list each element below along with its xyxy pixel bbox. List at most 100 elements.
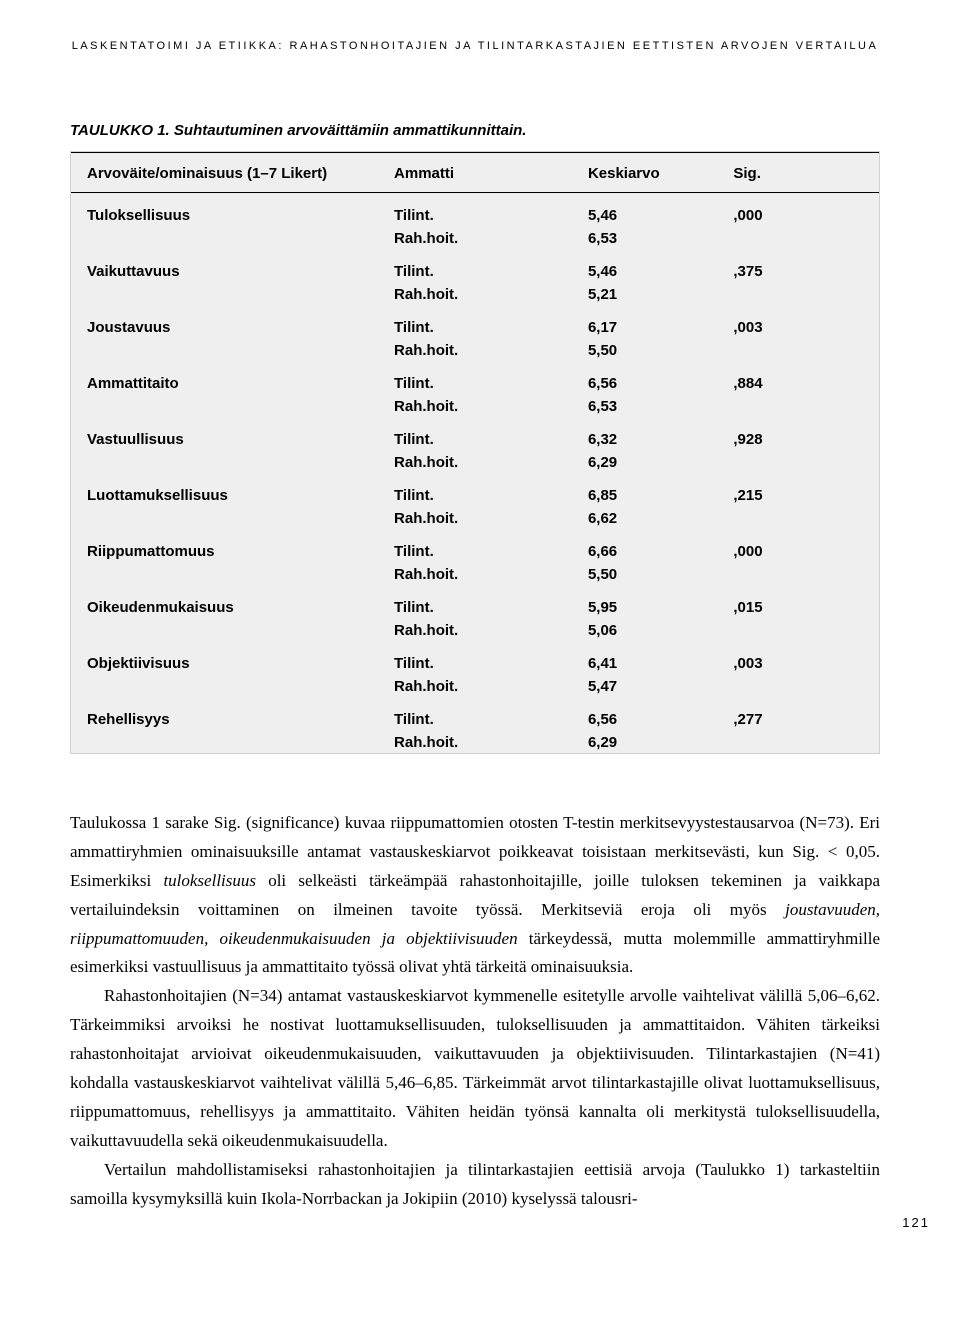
cell-mean: 6,29	[572, 731, 717, 753]
cell-attr: Luottamuksellisuus	[71, 473, 378, 507]
th-sig: Sig.	[717, 153, 879, 193]
table-row: Rah.hoit.6,53	[71, 227, 879, 249]
cell-attr: Ammattitaito	[71, 361, 378, 395]
table-row: JoustavuusTilint.6,17,003	[71, 305, 879, 339]
cell-sig-empty	[717, 619, 879, 641]
table-row: AmmattitaitoTilint.6,56,884	[71, 361, 879, 395]
table-wrap: Arvoväite/ominaisuus (1–7 Likert) Ammatt…	[70, 151, 880, 754]
cell-prof: Tilint.	[378, 585, 572, 619]
table-caption-text: Suhtautuminen arvoväittämiin ammattikunn…	[174, 122, 527, 139]
cell-prof: Tilint.	[378, 641, 572, 675]
table-caption: TAULUKKO 1. Suhtautuminen arvoväittämiin…	[70, 122, 880, 139]
cell-sig-empty	[717, 451, 879, 473]
table-row: LuottamuksellisuusTilint.6,85,215	[71, 473, 879, 507]
cell-sig-empty	[717, 507, 879, 529]
cell-prof: Rah.hoit.	[378, 283, 572, 305]
cell-sig-empty	[717, 227, 879, 249]
cell-mean: 6,66	[572, 529, 717, 563]
cell-prof: Tilint.	[378, 473, 572, 507]
cell-prof: Tilint.	[378, 305, 572, 339]
cell-attr-empty	[71, 283, 378, 305]
cell-attr-empty	[71, 451, 378, 473]
table-row: Rah.hoit.5,06	[71, 619, 879, 641]
cell-attr: Rehellisyys	[71, 697, 378, 731]
cell-prof: Rah.hoit.	[378, 675, 572, 697]
cell-prof: Rah.hoit.	[378, 339, 572, 361]
cell-prof: Rah.hoit.	[378, 395, 572, 417]
th-attr: Arvoväite/ominaisuus (1–7 Likert)	[71, 153, 378, 193]
cell-attr: Vastuullisuus	[71, 417, 378, 451]
cell-mean: 6,85	[572, 473, 717, 507]
cell-sig: ,375	[717, 249, 879, 283]
cell-attr-empty	[71, 563, 378, 585]
cell-attr: Objektiivisuus	[71, 641, 378, 675]
table-row: Rah.hoit.6,53	[71, 395, 879, 417]
th-mean: Keskiarvo	[572, 153, 717, 193]
table-row: Rah.hoit.5,50	[71, 563, 879, 585]
cell-attr-empty	[71, 395, 378, 417]
cell-sig: ,928	[717, 417, 879, 451]
table-row: Rah.hoit.6,29	[71, 451, 879, 473]
cell-attr-empty	[71, 731, 378, 753]
table-caption-label: TAULUKKO 1.	[70, 122, 170, 139]
cell-prof: Tilint.	[378, 529, 572, 563]
cell-mean: 6,56	[572, 361, 717, 395]
cell-sig-empty	[717, 339, 879, 361]
paragraph-3: Vertailun mahdollistamiseksi rahastonhoi…	[70, 1156, 880, 1214]
table-row: RehellisyysTilint.6,56,277	[71, 697, 879, 731]
cell-sig: ,000	[717, 529, 879, 563]
cell-mean: 5,47	[572, 675, 717, 697]
cell-attr: Tuloksellisuus	[71, 193, 378, 228]
cell-sig: ,000	[717, 193, 879, 228]
table-row: Rah.hoit.6,29	[71, 731, 879, 753]
cell-mean: 6,17	[572, 305, 717, 339]
running-head: Laskentatoimi ja etiikka: rahastonhoitaj…	[70, 40, 880, 52]
cell-sig-empty	[717, 675, 879, 697]
cell-sig: ,884	[717, 361, 879, 395]
cell-sig: ,277	[717, 697, 879, 731]
cell-attr: Oikeudenmukaisuus	[71, 585, 378, 619]
table-row: Rah.hoit.5,50	[71, 339, 879, 361]
table-row: Rah.hoit.5,21	[71, 283, 879, 305]
cell-mean: 6,53	[572, 227, 717, 249]
paragraph-2: Rahastonhoitajien (N=34) antamat vastaus…	[70, 982, 880, 1155]
cell-attr-empty	[71, 227, 378, 249]
cell-attr-empty	[71, 675, 378, 697]
table-row: OikeudenmukaisuusTilint.5,95,015	[71, 585, 879, 619]
cell-mean: 5,21	[572, 283, 717, 305]
cell-mean: 5,46	[572, 193, 717, 228]
table-row: TuloksellisuusTilint.5,46,000	[71, 193, 879, 228]
cell-prof: Tilint.	[378, 697, 572, 731]
cell-sig-empty	[717, 283, 879, 305]
cell-sig-empty	[717, 395, 879, 417]
cell-prof: Tilint.	[378, 193, 572, 228]
cell-attr-empty	[71, 507, 378, 529]
cell-mean: 5,95	[572, 585, 717, 619]
cell-attr: Riippumattomuus	[71, 529, 378, 563]
cell-mean: 6,56	[572, 697, 717, 731]
page: Laskentatoimi ja etiikka: rahastonhoitaj…	[0, 0, 960, 1340]
cell-sig: ,003	[717, 305, 879, 339]
table-body: TuloksellisuusTilint.5,46,000Rah.hoit.6,…	[71, 193, 879, 754]
cell-sig: ,215	[717, 473, 879, 507]
table-row: VastuullisuusTilint.6,32,928	[71, 417, 879, 451]
cell-attr-empty	[71, 339, 378, 361]
cell-mean: 6,29	[572, 451, 717, 473]
cell-mean: 6,41	[572, 641, 717, 675]
cell-prof: Tilint.	[378, 417, 572, 451]
cell-prof: Rah.hoit.	[378, 619, 572, 641]
cell-mean: 5,06	[572, 619, 717, 641]
cell-mean: 5,46	[572, 249, 717, 283]
cell-prof: Rah.hoit.	[378, 731, 572, 753]
cell-prof: Tilint.	[378, 249, 572, 283]
cell-attr-empty	[71, 619, 378, 641]
cell-prof: Tilint.	[378, 361, 572, 395]
cell-mean: 5,50	[572, 563, 717, 585]
cell-sig: ,015	[717, 585, 879, 619]
cell-mean: 6,62	[572, 507, 717, 529]
p1-em1: tuloksellisuus	[163, 871, 256, 890]
table-row: RiippumattomuusTilint.6,66,000	[71, 529, 879, 563]
cell-prof: Rah.hoit.	[378, 451, 572, 473]
page-number: 121	[902, 1215, 930, 1230]
table-row: Rah.hoit.6,62	[71, 507, 879, 529]
